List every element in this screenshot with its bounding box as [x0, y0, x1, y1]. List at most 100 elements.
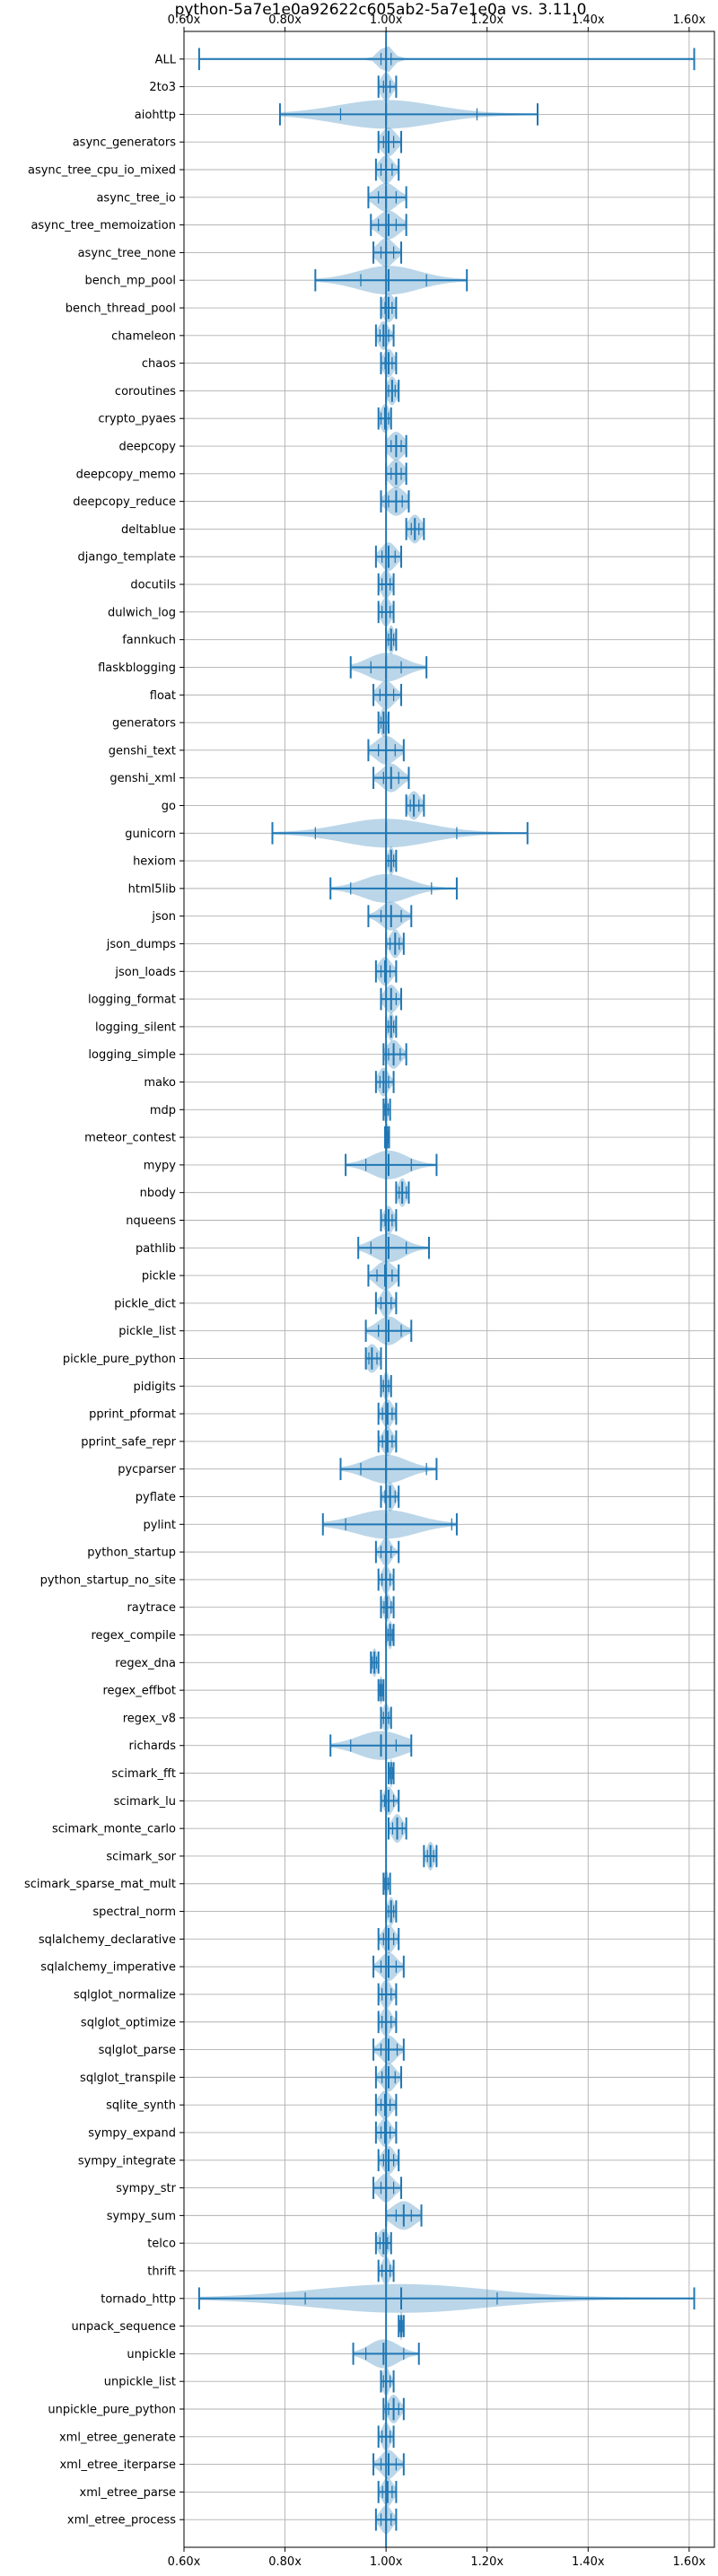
benchmark-label: deepcopy_reduce	[73, 495, 176, 509]
x-tick-label-bottom: 1.40x	[572, 2555, 605, 2569]
benchmark-label: meteor_contest	[84, 1132, 176, 1145]
benchmark-label: pycparser	[118, 1463, 176, 1476]
x-tick-label-top: 1.60x	[673, 13, 706, 27]
benchmark-label: richards	[129, 1739, 177, 1753]
benchmark-label: flaskblogging	[98, 662, 176, 675]
benchmark-label: fannkuch	[122, 634, 176, 647]
benchmark-label: nbody	[140, 1187, 177, 1200]
benchmark-label: python_startup_no_site	[40, 1573, 176, 1587]
benchmark-label: async_tree_cpu_io_mixed	[28, 164, 176, 178]
benchmark-label: async_tree_none	[78, 247, 176, 260]
benchmark-label: thrift	[147, 2265, 176, 2278]
benchmark-label: pidigits	[134, 1380, 177, 1394]
benchmark-label: unpickle_list	[104, 2376, 176, 2389]
benchmark-label: pickle	[142, 1270, 176, 1284]
benchmark-label: sqlglot_parse	[99, 2044, 176, 2057]
benchmark-label: xml_etree_iterparse	[59, 2458, 176, 2472]
benchmark-label: dulwich_log	[108, 606, 176, 619]
benchmark-label: sympy_str	[116, 2182, 176, 2195]
benchmark-label: sqlglot_optimize	[81, 2016, 176, 2029]
benchmark-label: unpack_sequence	[71, 2320, 176, 2334]
benchmark-label: pickle_pure_python	[63, 1353, 176, 1366]
benchmark-label: raytrace	[127, 1601, 176, 1615]
benchmark-label: sqlglot_normalize	[74, 1988, 176, 2002]
benchmark-label: crypto_pyaes	[98, 413, 176, 426]
benchmark-label: scimark_monte_carlo	[52, 1823, 176, 1836]
benchmark-label: mako	[144, 1076, 176, 1090]
benchmark-label: async_generators	[73, 136, 177, 150]
benchmark-label: deltablue	[121, 523, 176, 537]
violin-layer	[197, 46, 696, 2535]
benchmark-label: pathlib	[136, 1242, 176, 1256]
benchmark-label: deepcopy_memo	[76, 468, 176, 481]
benchmark-label: regex_compile	[91, 1629, 176, 1643]
x-tick-label-bottom: 0.80x	[268, 2555, 302, 2569]
benchmark-label: spectral_norm	[92, 1906, 176, 1919]
benchmark-label: sqlglot_transpile	[80, 2072, 176, 2085]
benchmark-label: sympy_expand	[88, 2126, 176, 2140]
benchmark-label: float	[150, 689, 176, 703]
benchmark-label: sympy_integrate	[78, 2154, 176, 2168]
benchmark-label: scimark_lu	[114, 1795, 176, 1809]
benchmark-label: pprint_pformat	[89, 1408, 176, 1422]
x-tick-label-top: 1.40x	[572, 13, 605, 27]
x-tick-label-top: 1.20x	[470, 13, 503, 27]
benchmark-label: pylint	[143, 1519, 176, 1532]
benchmark-label: regex_v8	[123, 1712, 176, 1725]
benchmark-label: xml_etree_process	[67, 2514, 176, 2528]
benchmark-label: mdp	[150, 1104, 176, 1117]
x-tick-label-bottom: 1.00x	[370, 2555, 403, 2569]
benchmark-label: chameleon	[111, 329, 176, 343]
x-tick-label-top: 0.60x	[168, 13, 201, 27]
benchmark-label: django_template	[78, 551, 176, 565]
x-tick-label-top: 0.80x	[268, 13, 302, 27]
benchmark-label: regex_dna	[115, 1657, 176, 1670]
benchmark-label: html5lib	[128, 882, 176, 896]
benchmark-label: bench_mp_pool	[84, 275, 176, 288]
benchmark-label: pprint_safe_repr	[81, 1435, 176, 1449]
benchmark-label: telco	[147, 2238, 176, 2251]
benchmark-label: mypy	[144, 1159, 177, 1172]
benchmark-label: hexiom	[133, 855, 176, 869]
benchmark-label: genshi_xml	[109, 772, 176, 785]
chart-title: python-5a7e1e0a92622c605ab2-5a7e1e0a vs.…	[175, 1, 587, 19]
x-tick-label-bottom: 0.60x	[168, 2555, 201, 2569]
x-tick-label-top: 1.00x	[370, 13, 403, 27]
benchmark-label: bench_thread_pool	[66, 302, 176, 316]
benchmark-label: logging_simple	[88, 1048, 176, 1062]
benchmark-label: tornado_http	[101, 2292, 176, 2306]
grid-layer	[183, 31, 714, 2547]
benchmark-label: pyflate	[136, 1491, 176, 1504]
benchmark-label: go	[162, 800, 176, 813]
benchmark-label: genshi_text	[109, 744, 176, 758]
plot-frame	[183, 31, 715, 2548]
benchmark-label: pickle_list	[118, 1325, 176, 1338]
benchmark-label: json	[151, 910, 176, 924]
benchmark-label: python_startup	[87, 1546, 176, 1560]
benchmark-label: docutils	[130, 579, 176, 592]
x-tick-label-bottom: 1.60x	[673, 2555, 706, 2569]
benchmark-label: chaos	[142, 357, 176, 371]
benchmark-label: pickle_dict	[114, 1297, 176, 1310]
x-tick-label-bottom: 1.20x	[470, 2555, 503, 2569]
axis-layer: 0.60x 0.60x 0.80x 0.80x 1.00x 1.00x 1.20x 1.20x…	[24, 13, 705, 2569]
benchmark-label: json_dumps	[106, 938, 176, 951]
benchmark-label: deepcopy	[118, 441, 176, 454]
benchmark-label: logging_silent	[95, 1021, 176, 1034]
benchmark-label: unpickle	[127, 2348, 176, 2361]
benchmark-label: gunicorn	[125, 828, 176, 841]
benchmark-label: scimark_sparse_mat_mult	[24, 1878, 176, 1891]
benchmark-label: sqlite_synth	[106, 2099, 176, 2113]
benchmark-label: ALL	[155, 53, 177, 66]
benchmark-label: 2to3	[149, 81, 176, 94]
benchmark-label: logging_format	[88, 994, 176, 1007]
benchmark-label: aiohttp	[135, 109, 176, 122]
benchmark-label: sqlalchemy_imperative	[40, 1961, 176, 1975]
benchmark-label: json_loads	[114, 966, 176, 979]
benchmark-label: generators	[112, 717, 176, 731]
benchmark-label: sqlalchemy_declarative	[39, 1933, 176, 1947]
benchmark-label: sympy_sum	[107, 2210, 176, 2223]
benchmark-label: xml_etree_generate	[59, 2431, 176, 2444]
benchmark-label: async_tree_io	[96, 191, 176, 205]
